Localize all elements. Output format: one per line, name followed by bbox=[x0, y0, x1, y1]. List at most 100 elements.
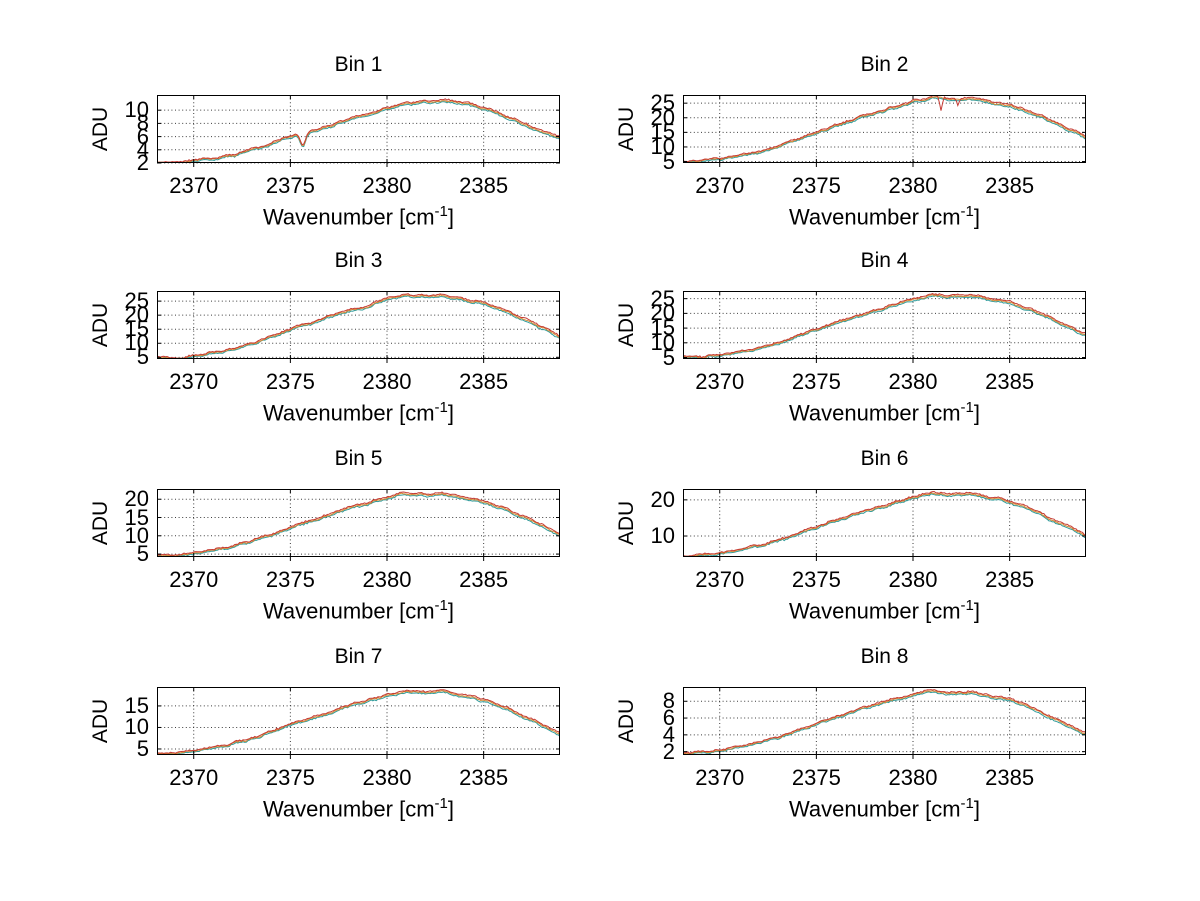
y-axis-label: ADU bbox=[89, 500, 112, 546]
x-tick-label: 2380 bbox=[888, 765, 938, 790]
line-red bbox=[157, 689, 560, 754]
line-teal bbox=[683, 691, 1086, 755]
line-teal bbox=[157, 101, 560, 163]
plot-canvas bbox=[683, 687, 1086, 759]
x-axis-label-sup: -1 bbox=[434, 399, 448, 416]
line-teal bbox=[157, 691, 560, 755]
x-tick-label: 2370 bbox=[169, 765, 219, 790]
y-tick-label: 20 bbox=[650, 300, 675, 326]
subplot-bin-5: Bin 5 ADU Wavenumber [cm-1] 5 10 15 20 2370 2… bbox=[89, 447, 560, 623]
y-tick-label: 2 bbox=[136, 150, 149, 175]
plot-box bbox=[157, 95, 560, 163]
y-tick-label: 5 bbox=[662, 344, 675, 370]
x-tick-label: 2370 bbox=[169, 173, 219, 198]
x-axis-label: Wavenumber [cm-1] bbox=[157, 597, 560, 624]
y-tick-label: 20 bbox=[650, 486, 675, 512]
x-tick-label: 2385 bbox=[459, 765, 509, 790]
y-tick-label: 4 bbox=[136, 136, 149, 162]
x-axis-label-text: Wavenumber [cm bbox=[262, 598, 435, 624]
x-axis-label: Wavenumber [cm-1] bbox=[157, 795, 560, 822]
x-tick-label: 2375 bbox=[265, 567, 315, 592]
y-tick-label: 6 bbox=[662, 705, 675, 731]
x-tick-label: 2385 bbox=[459, 369, 509, 394]
y-tick-label: 20 bbox=[124, 486, 149, 512]
line-orange bbox=[157, 690, 560, 755]
line-orange bbox=[683, 690, 1086, 755]
line-red bbox=[157, 293, 560, 359]
y-tick-label: 20 bbox=[124, 302, 149, 328]
x-axis-label-close: ] bbox=[447, 796, 455, 822]
line-red bbox=[157, 98, 560, 163]
line-teal bbox=[683, 97, 1086, 163]
x-axis-label-sup: -1 bbox=[960, 203, 974, 220]
x-axis-label-close: ] bbox=[973, 598, 981, 624]
subplot-bin-8: Bin 8 ADU Wavenumber [cm-1] 2 4 6 8 2370 2375… bbox=[615, 645, 1086, 821]
y-axis-label: ADU bbox=[89, 698, 112, 744]
x-tick-label: 2375 bbox=[791, 567, 841, 592]
x-tick-label: 2385 bbox=[459, 567, 509, 592]
plot-title: Bin 6 bbox=[860, 447, 909, 470]
x-tick-label: 2380 bbox=[362, 369, 412, 394]
x-tick-label: 2370 bbox=[169, 567, 219, 592]
plot-title: Bin 3 bbox=[334, 249, 383, 272]
y-tick-label: 15 bbox=[124, 316, 149, 342]
subplot-bin-4: Bin 4 ADU Wavenumber [cm-1] 5 10 15 20 25 237… bbox=[615, 249, 1086, 425]
y-tick-label: 15 bbox=[124, 692, 149, 718]
y-tick-label: 15 bbox=[650, 315, 675, 341]
line-orange bbox=[683, 96, 1086, 163]
line-teal bbox=[683, 294, 1086, 359]
x-tick-label: 2380 bbox=[888, 369, 938, 394]
y-axis-label: ADU bbox=[615, 106, 638, 152]
x-tick-label: 2385 bbox=[459, 173, 509, 198]
x-tick-label: 2370 bbox=[169, 369, 219, 394]
x-axis-label-text: Wavenumber [cm bbox=[262, 204, 435, 230]
y-tick-label: 25 bbox=[650, 90, 675, 116]
plot-box bbox=[683, 95, 1086, 163]
plot-title: Bin 7 bbox=[334, 645, 383, 668]
y-axis-label: ADU bbox=[615, 698, 638, 744]
y-axis-label: ADU bbox=[615, 500, 638, 546]
y-tick-label: 10 bbox=[650, 133, 675, 159]
line-red bbox=[683, 95, 1086, 163]
plot-canvas bbox=[683, 489, 1086, 561]
subplot-bin-3: Bin 3 ADU Wavenumber [cm-1] 5 10 15 20 25 237… bbox=[89, 249, 560, 425]
y-tick-label: 2 bbox=[662, 738, 675, 764]
x-tick-label: 2375 bbox=[791, 173, 841, 198]
y-axis-label: ADU bbox=[89, 106, 112, 152]
x-tick-label: 2375 bbox=[265, 369, 315, 394]
x-tick-label: 2380 bbox=[362, 173, 412, 198]
plot-canvas bbox=[683, 291, 1086, 363]
line-teal bbox=[157, 295, 560, 359]
y-axis-label: ADU bbox=[615, 302, 638, 348]
line-orange bbox=[683, 492, 1086, 557]
line-orange bbox=[157, 492, 560, 557]
y-tick-label: 5 bbox=[662, 148, 675, 174]
x-axis-label-text: Wavenumber [cm bbox=[262, 400, 435, 426]
plot-canvas bbox=[157, 687, 560, 759]
x-axis-label-close: ] bbox=[973, 796, 981, 822]
x-axis-label-close: ] bbox=[447, 204, 455, 230]
line-teal bbox=[683, 493, 1086, 557]
x-axis-label-text: Wavenumber [cm bbox=[788, 204, 961, 230]
y-tick-label: 10 bbox=[124, 714, 149, 740]
x-axis-label-sup: -1 bbox=[434, 597, 448, 614]
x-tick-label: 2375 bbox=[265, 173, 315, 198]
x-tick-label: 2385 bbox=[985, 567, 1035, 592]
x-axis-label-close: ] bbox=[447, 400, 455, 426]
subplot-bin-6: Bin 6 ADU Wavenumber [cm-1] 10 20 2370 2375… bbox=[615, 447, 1086, 623]
plot-box bbox=[683, 687, 1086, 755]
plot-canvas bbox=[157, 489, 560, 561]
plot-canvas bbox=[157, 95, 560, 167]
x-tick-label: 2380 bbox=[888, 173, 938, 198]
x-axis-label: Wavenumber [cm-1] bbox=[683, 795, 1086, 822]
plot-box bbox=[157, 291, 560, 359]
subplot-bin-2: Bin 2 ADU Wavenumber [cm-1] 5 10 15 20 25 237… bbox=[615, 53, 1086, 229]
y-tick-label: 6 bbox=[136, 123, 149, 149]
y-tick-label: 15 bbox=[650, 119, 675, 145]
x-axis-label-sup: -1 bbox=[960, 597, 974, 614]
plot-canvas bbox=[683, 95, 1086, 167]
x-axis-label-close: ] bbox=[973, 400, 981, 426]
line-orange bbox=[683, 293, 1086, 359]
line-red bbox=[157, 491, 560, 556]
